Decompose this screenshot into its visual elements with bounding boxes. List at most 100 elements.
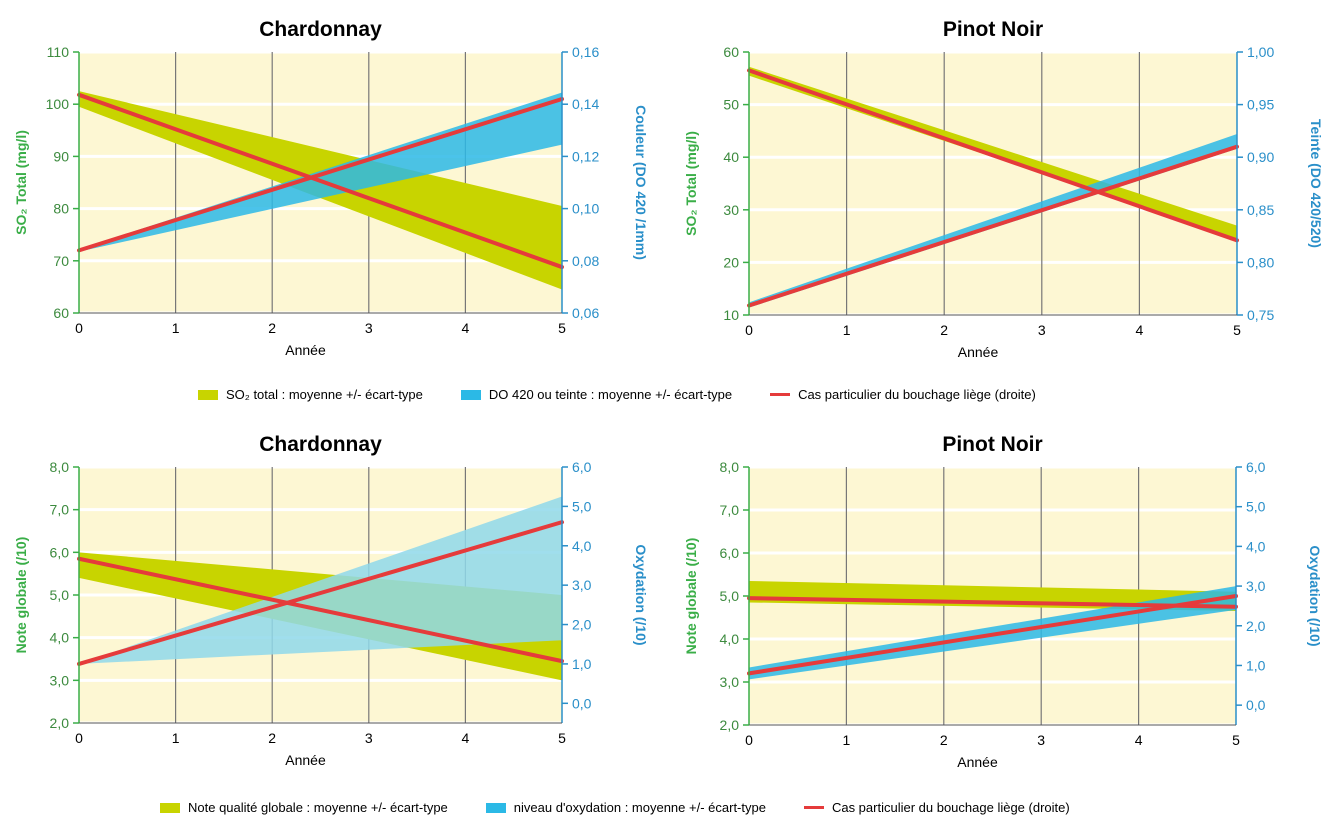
- cork-line-right: [77, 96, 564, 253]
- x-axis-label: Année: [285, 752, 326, 768]
- x-axis-label: Année: [958, 344, 999, 360]
- left-tick-label: 4,0: [50, 630, 70, 646]
- chart-title: Pinot Noir: [943, 18, 1043, 41]
- legend-item: SO₂ total : moyenne +/- écart-type: [198, 387, 423, 402]
- left-tick-label: 3,0: [50, 672, 70, 688]
- right-tick-label: 2,0: [1246, 618, 1266, 634]
- cork-line-right: [77, 520, 564, 666]
- right-tick-label: 3,0: [572, 577, 592, 593]
- right-tick-label: 0,75: [1247, 307, 1274, 323]
- left-tick-label: 8,0: [720, 459, 740, 475]
- left-tick-label: 60: [53, 305, 69, 321]
- x-tick-label: 0: [745, 322, 753, 338]
- right-tick-label: 6,0: [572, 459, 592, 475]
- legend-label: DO 420 ou teinte : moyenne +/- écart-typ…: [488, 387, 733, 402]
- left-tick-label: 5,0: [50, 587, 70, 603]
- right-tick-label: 0,16: [572, 44, 599, 60]
- right-axis-label: Oxydation (/10): [1307, 545, 1322, 646]
- left-tick-label: 60: [723, 44, 739, 60]
- left-axis-label: Note globale (/10): [13, 537, 29, 654]
- x-tick-label: 1: [172, 320, 180, 336]
- cork-line-left: [747, 68, 1239, 243]
- legend-band-swatch: [485, 802, 506, 813]
- x-tick-label: 2: [940, 732, 948, 748]
- legend-label: Cas particulier du bouchage liège (droit…: [831, 800, 1070, 815]
- x-tick-label: 0: [75, 320, 83, 336]
- right-tick-label: 4,0: [1246, 538, 1266, 554]
- left-axis-label: Note globale (/10): [683, 538, 699, 655]
- left-tick-label: 100: [46, 96, 70, 112]
- left-tick-label: 7,0: [50, 502, 70, 518]
- chart-0: 60 70 80 90 100 110 0,06 0,08 0,10 0,12 0,14 0,16 0 1…: [13, 18, 649, 358]
- x-tick-label: 3: [365, 320, 373, 336]
- x-tick-label: 2: [940, 322, 948, 338]
- right-tick-label: 1,0: [1246, 657, 1266, 673]
- right-tick-label: 0,0: [1246, 697, 1266, 713]
- left-tick-label: 80: [53, 201, 69, 217]
- legend-band-swatch: [460, 389, 481, 400]
- right-tick-label: 0,14: [572, 96, 599, 112]
- right-tick-label: 0,85: [1247, 202, 1274, 218]
- chart-title: Chardonnay: [259, 18, 382, 41]
- legend-band-swatch: [198, 389, 218, 400]
- left-tick-label: 6,0: [50, 544, 70, 560]
- x-tick-label: 1: [843, 322, 851, 338]
- right-tick-label: 1,00: [1247, 44, 1274, 60]
- legend-item: Cas particulier du bouchage liège (droit…: [803, 800, 1070, 815]
- x-tick-label: 2: [268, 320, 276, 336]
- x-tick-label: 5: [1232, 732, 1240, 748]
- right-tick-label: 5,0: [1246, 499, 1266, 515]
- legend-line-swatch: [803, 806, 824, 809]
- right-tick-label: 0,95: [1247, 97, 1274, 113]
- right-tick-label: 0,08: [572, 253, 599, 269]
- legend-bottom: Note qualité globale : moyenne +/- écart…: [160, 800, 1070, 815]
- right-tick-label: 0,12: [572, 148, 599, 164]
- left-tick-label: 2,0: [720, 717, 740, 733]
- right-tick-label: 1,0: [572, 656, 592, 672]
- left-axis-label: SO₂ Total (mg/l): [13, 130, 29, 235]
- x-tick-label: 0: [75, 730, 83, 746]
- left-tick-label: 40: [723, 149, 739, 165]
- x-axis-label: Année: [285, 342, 326, 358]
- left-tick-label: 10: [723, 307, 739, 323]
- right-tick-label: 5,0: [572, 498, 592, 514]
- chart-3: 2,0 3,0 4,0 5,0 6,0 7,0 8,0 0,0 1,0 2,0 3,0 4,0 5,0 6…: [683, 433, 1322, 770]
- x-tick-label: 1: [843, 732, 851, 748]
- legend-item: DO 420 ou teinte : moyenne +/- écart-typ…: [460, 387, 733, 402]
- x-tick-label: 4: [462, 730, 470, 746]
- left-tick-label: 110: [47, 44, 70, 60]
- x-tick-label: 1: [172, 730, 180, 746]
- x-axis-label: Année: [957, 754, 998, 770]
- right-tick-label: 3,0: [1246, 578, 1266, 594]
- left-tick-label: 70: [53, 253, 69, 269]
- right-tick-label: 0,80: [1247, 254, 1274, 270]
- left-tick-label: 7,0: [720, 502, 740, 518]
- left-tick-label: 5,0: [720, 588, 740, 604]
- cork-line-left: [77, 556, 564, 664]
- x-tick-label: 2: [268, 730, 276, 746]
- right-tick-label: 0,90: [1247, 149, 1274, 165]
- right-tick-label: 6,0: [1246, 459, 1266, 475]
- left-tick-label: 50: [723, 97, 739, 113]
- x-tick-label: 4: [1136, 322, 1144, 338]
- legend-item: Note qualité globale : moyenne +/- écart…: [160, 800, 448, 815]
- x-tick-label: 3: [365, 730, 373, 746]
- x-tick-label: 5: [558, 730, 566, 746]
- x-tick-label: 4: [1135, 732, 1143, 748]
- left-tick-label: 4,0: [720, 631, 740, 647]
- x-tick-label: 5: [1233, 322, 1241, 338]
- right-axis-label: Oxydation (/10): [633, 544, 649, 645]
- chart-title: Pinot Noir: [942, 433, 1042, 456]
- x-tick-label: 3: [1038, 322, 1046, 338]
- chart-1: 10 20 30 40 50 60 0,75 0,80 0,85 0,90 0,95 1,00 0 1 2 3…: [683, 18, 1322, 360]
- legend-label: Cas particulier du bouchage liège (droit…: [798, 387, 1036, 402]
- legend-top: SO₂ total : moyenne +/- écart-type DO 420…: [198, 387, 1036, 402]
- chart-title: Chardonnay: [259, 433, 382, 456]
- legend-item: Cas particulier du bouchage liège (droit…: [770, 387, 1036, 402]
- right-tick-label: 2,0: [572, 617, 592, 633]
- left-tick-label: 8,0: [50, 459, 70, 475]
- right-tick-label: 4,0: [572, 538, 592, 554]
- legend-line-swatch: [770, 393, 791, 396]
